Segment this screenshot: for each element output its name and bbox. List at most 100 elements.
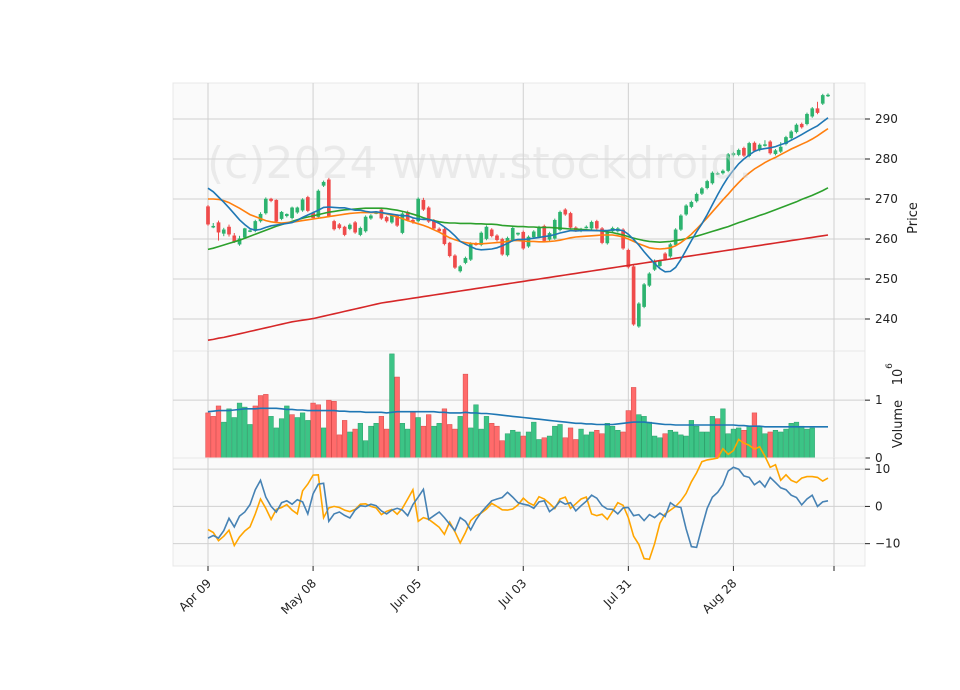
volume-exponent-power: 6 [885, 363, 895, 369]
candle-body-111 [789, 131, 794, 139]
volume-bar-44 [436, 423, 442, 459]
price-ytick-label-1: 250 [875, 272, 898, 286]
candle-body-18 [300, 199, 305, 211]
volume-bar-93 [694, 425, 700, 459]
price-axis-title: Price [906, 202, 921, 234]
volume-bar-78 [615, 429, 621, 459]
price-panel: 240 250 260 270 280 290 [172, 82, 898, 352]
volume-bar-79 [620, 431, 626, 459]
watermark-text: (c)2024 www.stockdroid. [207, 138, 752, 189]
volume-bar-47 [452, 428, 458, 459]
volume-bar-94 [699, 431, 705, 459]
volume-bar-75 [599, 433, 605, 459]
volume-bar-80 [625, 410, 631, 459]
volume-bar-66 [552, 425, 558, 459]
volume-bar-49 [462, 373, 469, 459]
candle-body-4 [227, 226, 231, 235]
oscillator-ytick-label-2: 10 [875, 462, 890, 476]
candle-body-0 [206, 206, 210, 225]
candle-body-54 [489, 229, 494, 237]
candle-body-48 [458, 266, 463, 272]
x-tick-label-2: Jun 05 [387, 576, 424, 613]
candle-body-109 [778, 146, 783, 152]
candle-body-96 [710, 172, 715, 184]
candle-body-88 [668, 244, 673, 257]
volume-bar-4 [226, 408, 232, 459]
volume-bar-30 [363, 440, 369, 459]
volume-bar-108 [772, 429, 779, 459]
candle-body-30 [363, 216, 368, 232]
volume-bar-46 [447, 424, 453, 459]
candle-body-31 [369, 215, 373, 219]
candle-body-55 [495, 235, 499, 241]
volume-bar-28 [352, 428, 358, 459]
volume-bar-92 [688, 420, 695, 459]
volume-bar-38 [405, 428, 411, 459]
volume-bar-11 [263, 394, 269, 459]
volume-bar-48 [457, 416, 463, 459]
volume-bar-96 [709, 416, 716, 459]
candle-body-7 [242, 228, 247, 238]
volume-bar-16 [289, 414, 295, 459]
volume-bar-36 [394, 376, 400, 459]
volume-panel: 01 [172, 350, 883, 465]
candle-body-15 [284, 213, 289, 217]
volume-bar-33 [378, 416, 385, 459]
candle-body-28 [353, 222, 357, 233]
price-background [172, 82, 866, 352]
volume-bar-32 [373, 423, 379, 459]
candle-body-68 [563, 209, 568, 215]
candle-body-106 [763, 144, 767, 146]
volume-bar-8 [247, 424, 253, 459]
volume-bar-90 [678, 434, 684, 459]
volume-ytick-label-1: 1 [875, 393, 883, 407]
volume-bar-6 [236, 402, 243, 459]
candle-body-108 [773, 150, 778, 155]
candle-body-115 [810, 108, 815, 117]
candle-body-1 [211, 225, 216, 228]
candle-body-35 [390, 215, 394, 223]
candle-body-113 [799, 123, 804, 128]
volume-bar-109 [778, 431, 784, 459]
volume-bar-58 [510, 429, 516, 459]
candle-body-24 [332, 221, 336, 230]
oscillator-ytick-label-0: −10 [875, 537, 900, 551]
oscillator-ytick-label-1: 0 [875, 499, 883, 513]
price-ytick-label-3: 270 [875, 192, 898, 206]
volume-bar-60 [520, 435, 526, 459]
candle-body-12 [269, 198, 273, 201]
candle-body-66 [552, 219, 557, 239]
oscillator-line-a [207, 466, 829, 549]
candle-body-14 [279, 211, 284, 219]
volume-bar-65 [546, 435, 553, 459]
sma50-line [207, 187, 829, 251]
x-tick-label-1: May 08 [278, 576, 319, 617]
volume-bar-67 [557, 424, 563, 459]
candle-body-98 [721, 170, 725, 174]
candle-body-82 [637, 303, 641, 327]
volume-bar-31 [368, 425, 374, 459]
candle-body-63 [537, 227, 541, 237]
volume-bar-56 [499, 440, 505, 459]
volume-bar-113 [799, 425, 805, 459]
candle-body-16 [290, 207, 294, 219]
volume-bar-52 [478, 428, 484, 459]
volume-bar-15 [284, 405, 290, 459]
candle-body-92 [689, 201, 694, 207]
candle-body-104 [752, 142, 757, 151]
candle-body-84 [647, 273, 652, 286]
volume-bar-12 [268, 416, 274, 459]
volume-bar-61 [525, 431, 532, 459]
volume-bar-39 [410, 411, 416, 459]
volume-bar-70 [573, 439, 579, 459]
oscillator-background [172, 457, 866, 567]
volume-bar-42 [426, 414, 432, 459]
volume-bar-63 [536, 439, 542, 459]
candle-body-29 [358, 227, 363, 235]
sma200-line [207, 234, 829, 341]
candle-body-52 [479, 232, 484, 245]
volume-bar-19 [305, 420, 311, 459]
candle-body-62 [531, 231, 536, 238]
x-axis: Apr 09 May 08 Jun 05 Jul 03 Jul 31 Aug 28 [176, 566, 835, 617]
volume-bar-87 [662, 433, 668, 459]
